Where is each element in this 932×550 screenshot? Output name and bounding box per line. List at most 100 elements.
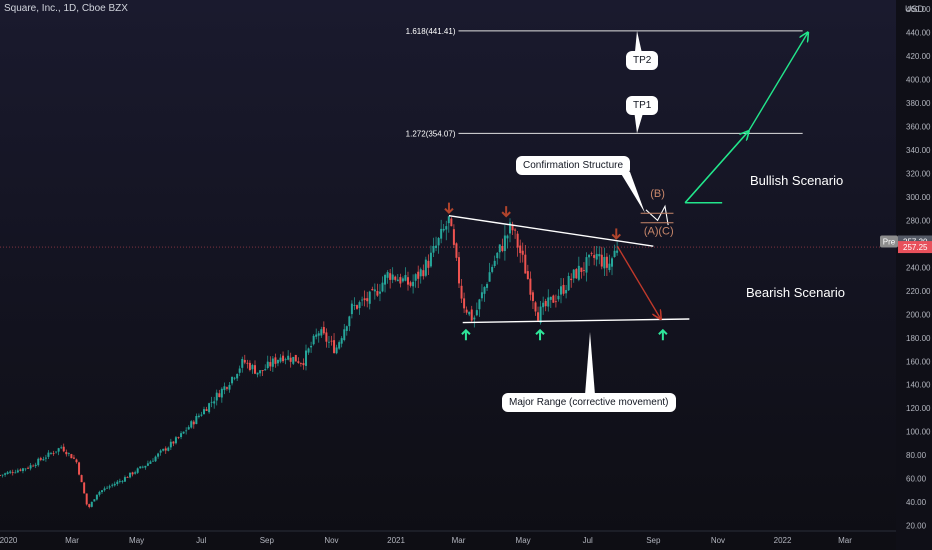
candle-body: [289, 357, 292, 362]
candle-body: [19, 469, 22, 471]
support-marker-head: [535, 328, 545, 335]
x-tick-label: Sep: [260, 536, 275, 545]
candle-body: [205, 409, 208, 411]
candle-body: [348, 316, 351, 327]
candle-body: [572, 269, 575, 279]
candle-body: [116, 481, 119, 484]
candle-body: [394, 276, 397, 280]
candle-body: [514, 229, 517, 231]
x-tick-label: 2020: [0, 536, 18, 545]
candle-body: [605, 256, 608, 268]
candle-body: [404, 275, 407, 281]
candle-body: [562, 284, 565, 294]
y-tick-label: 220.00: [906, 287, 931, 296]
candle-body: [218, 393, 221, 398]
candle-body: [197, 415, 200, 417]
candle-body: [526, 271, 529, 280]
candle-body: [435, 245, 438, 249]
candle-body: [172, 441, 175, 444]
y-tick-label: 400.00: [906, 75, 931, 84]
candle-body: [353, 305, 356, 306]
candle-body: [55, 451, 58, 453]
candle-body: [412, 281, 415, 287]
candle-body: [480, 292, 483, 299]
candle-body: [34, 464, 37, 467]
major-range-callout-tail: [585, 332, 595, 395]
x-tick-label: May: [129, 536, 144, 545]
candle-body: [157, 453, 160, 457]
symbol-title[interactable]: Square, Inc., 1D, Cboe BZX: [4, 3, 128, 14]
candle-body: [223, 386, 226, 391]
y-tick-label: 200.00: [906, 310, 931, 319]
candle-body: [376, 291, 379, 296]
candle-body: [113, 483, 116, 486]
candle-body: [506, 235, 509, 239]
candle-body: [16, 470, 19, 473]
x-tick-label: Sep: [646, 536, 661, 545]
candle-body: [248, 362, 251, 370]
x-tick-label: May: [516, 536, 531, 545]
candle-body: [103, 488, 106, 491]
candle-body: [534, 302, 537, 312]
candle-body: [565, 290, 568, 294]
candle-body: [111, 484, 114, 486]
candle-body: [154, 456, 157, 462]
candle-body: [195, 415, 198, 425]
candle-body: [600, 254, 603, 267]
resistance-marker-head: [611, 233, 621, 240]
candle-body: [557, 295, 560, 300]
candle-body: [231, 376, 234, 384]
candle-body: [343, 329, 346, 340]
candle-body: [391, 274, 394, 280]
candle-body: [386, 272, 389, 278]
candle-body: [90, 501, 93, 507]
candle-body: [503, 235, 506, 252]
bearish-scenario-arrow: [616, 245, 660, 319]
resistance-marker-head: [444, 207, 454, 215]
candle-body: [447, 216, 450, 224]
candle-body: [180, 433, 183, 438]
candle-body: [310, 345, 313, 348]
candle-body: [57, 448, 60, 452]
candle-body: [333, 340, 336, 353]
candle-body: [582, 270, 585, 271]
candle-body: [450, 218, 453, 227]
currency-label[interactable]: USD: [904, 4, 924, 14]
support-marker: [535, 328, 545, 341]
candle-body: [356, 305, 358, 309]
candle-body: [174, 437, 177, 444]
candle-body: [361, 299, 364, 301]
y-tick-label: 280.00: [906, 216, 931, 225]
candle-body: [299, 363, 302, 364]
candle-body: [297, 361, 300, 363]
candle-body: [141, 466, 144, 468]
candle-body: [246, 362, 249, 364]
candle-body: [432, 246, 435, 253]
candle-body: [473, 317, 476, 320]
candle-body: [547, 297, 550, 307]
y-tick-label: 160.00: [906, 357, 931, 366]
x-tick-label: 2021: [387, 536, 405, 545]
candle-body: [384, 274, 387, 285]
resistance-marker: [444, 202, 454, 215]
major-range-callout: Major Range (corrective movement): [502, 393, 676, 412]
candle-body: [225, 387, 228, 389]
wave-label: (B): [650, 188, 665, 200]
candle-body: [511, 224, 514, 231]
candle-body: [190, 421, 193, 428]
candle-body: [452, 229, 455, 245]
candle-body: [129, 472, 132, 478]
x-tick-label: Jul: [196, 536, 206, 545]
candle-body: [152, 460, 154, 462]
candles-group: [0, 216, 619, 509]
candle-body: [98, 491, 101, 495]
candle-body: [529, 278, 532, 295]
confirmation-callout-tail: [620, 172, 645, 213]
pre-label-text: Pre: [883, 237, 896, 246]
y-tick-label: 300.00: [906, 193, 931, 202]
candle-body: [292, 356, 295, 364]
candle-body: [327, 341, 330, 343]
candle-body: [254, 365, 256, 374]
bearish-scenario-label: Bearish Scenario: [746, 285, 845, 300]
